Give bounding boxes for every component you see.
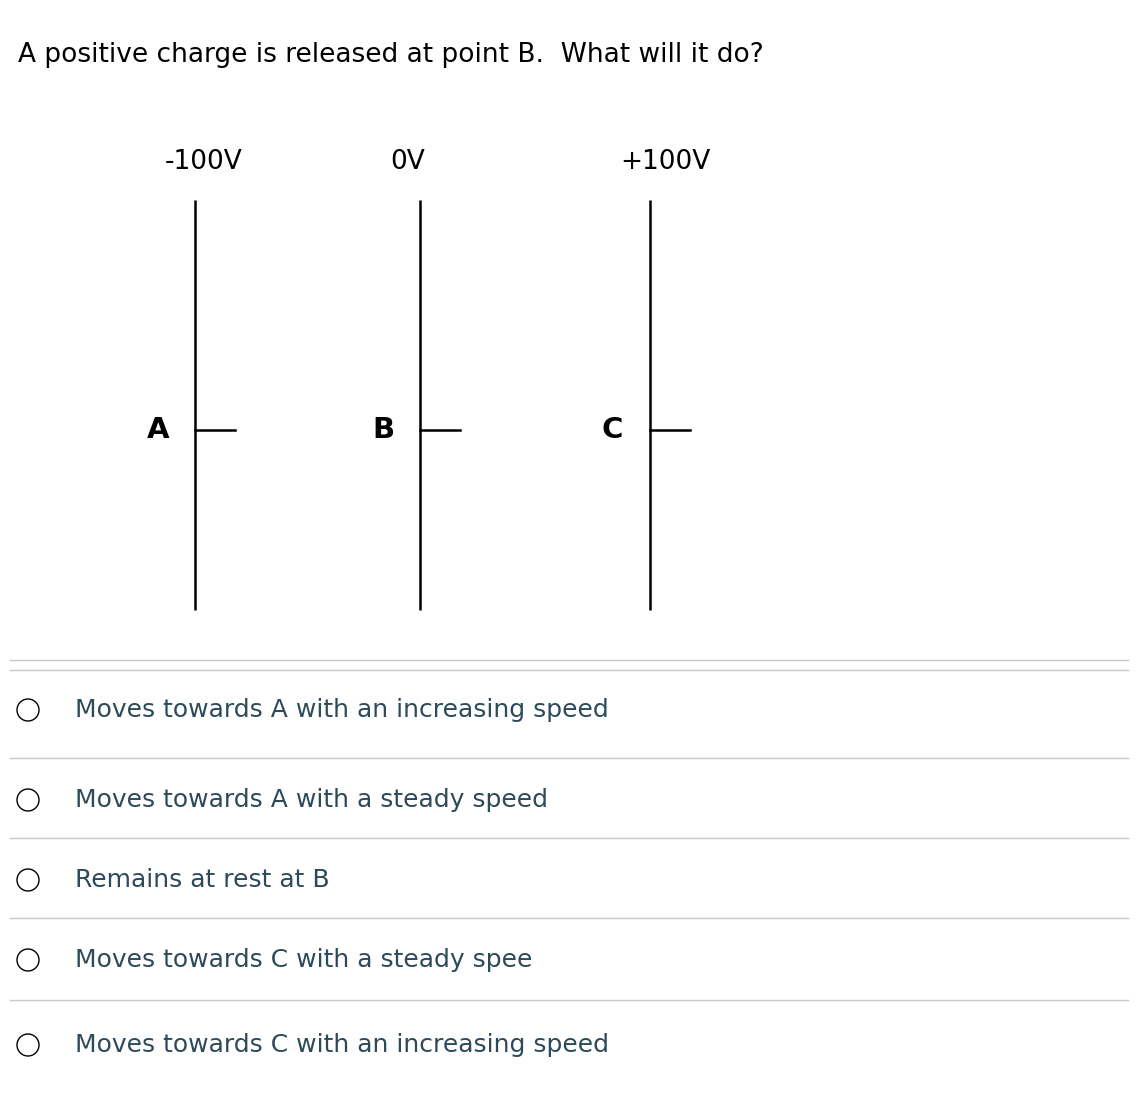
Text: B: B bbox=[372, 416, 394, 444]
Text: 0V: 0V bbox=[390, 149, 424, 176]
Text: A positive charge is released at point B.  What will it do?: A positive charge is released at point B… bbox=[18, 42, 764, 68]
Text: C: C bbox=[602, 416, 624, 444]
Text: Remains at rest at B: Remains at rest at B bbox=[75, 868, 330, 892]
Text: Moves towards C with a steady spee: Moves towards C with a steady spee bbox=[75, 948, 533, 972]
Text: Moves towards A with a steady speed: Moves towards A with a steady speed bbox=[75, 788, 549, 813]
Text: +100V: +100V bbox=[620, 149, 710, 176]
Text: -100V: -100V bbox=[165, 149, 242, 176]
Text: A: A bbox=[147, 416, 170, 444]
Text: Moves towards C with an increasing speed: Moves towards C with an increasing speed bbox=[75, 1033, 609, 1057]
Text: Moves towards A with an increasing speed: Moves towards A with an increasing speed bbox=[75, 698, 609, 722]
